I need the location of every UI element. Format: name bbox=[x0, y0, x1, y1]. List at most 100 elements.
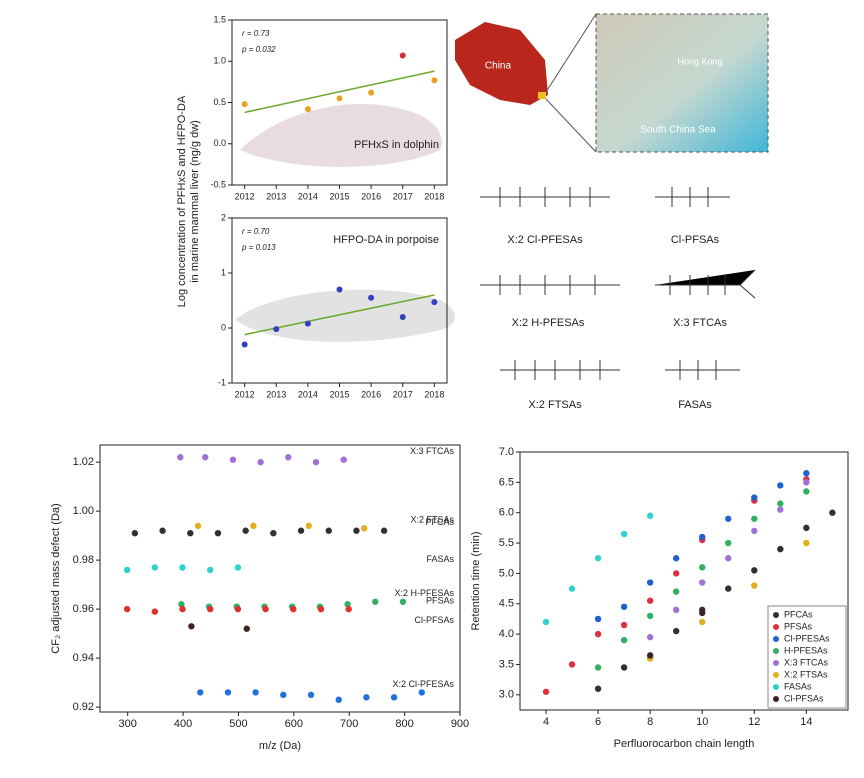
x-tick-label: 500 bbox=[229, 718, 247, 730]
point bbox=[568, 585, 576, 592]
point bbox=[777, 545, 784, 553]
point bbox=[336, 286, 343, 293]
structure-label: X:2 H-PFESAs bbox=[512, 317, 585, 329]
sea-label: South China Sea bbox=[640, 125, 716, 136]
point bbox=[594, 615, 602, 623]
legend-swatch bbox=[773, 612, 779, 618]
y-tick-label: 0 bbox=[221, 322, 226, 332]
point bbox=[646, 579, 654, 586]
x-tick-label: 10 bbox=[696, 716, 708, 728]
point bbox=[285, 454, 292, 461]
y-tick-label: 4.5 bbox=[499, 598, 514, 610]
x-tick-label: 2015 bbox=[329, 389, 349, 399]
point bbox=[262, 605, 269, 613]
y-tick-label: 0.98 bbox=[73, 554, 94, 566]
point bbox=[803, 539, 810, 547]
x-tick-label: 2014 bbox=[298, 389, 318, 399]
point bbox=[234, 564, 242, 571]
y-tick-label: 0.0 bbox=[213, 138, 226, 148]
legend-swatch bbox=[773, 696, 779, 702]
point bbox=[594, 630, 602, 638]
point bbox=[725, 539, 732, 547]
point bbox=[620, 664, 628, 671]
point bbox=[725, 585, 732, 592]
series-label: PFSAs bbox=[426, 595, 455, 605]
point bbox=[777, 482, 784, 489]
point bbox=[699, 609, 706, 617]
x-tick-label: 2018 bbox=[424, 389, 444, 399]
point bbox=[803, 470, 810, 477]
point bbox=[803, 488, 810, 495]
x-tick-label: 6 bbox=[595, 716, 601, 728]
point bbox=[229, 456, 237, 463]
point bbox=[252, 689, 259, 696]
y-tick-label: 0.92 bbox=[73, 701, 94, 713]
point bbox=[829, 509, 836, 516]
point bbox=[542, 618, 550, 626]
y-tick-label: 5.0 bbox=[499, 567, 514, 579]
point bbox=[646, 633, 654, 641]
point bbox=[699, 564, 706, 571]
point bbox=[305, 522, 312, 530]
panel-title: PFHxS in dolphin bbox=[354, 139, 439, 151]
series-label: FASAs bbox=[426, 554, 454, 564]
series-label: Cl-PFSAs bbox=[414, 615, 454, 625]
legend-label: H-PFESAs bbox=[784, 645, 828, 655]
legend-label: PFCAs bbox=[784, 609, 813, 619]
point bbox=[725, 515, 732, 522]
y-tick-label: 3.0 bbox=[499, 689, 514, 701]
point bbox=[224, 689, 232, 696]
x-tick-label: 2016 bbox=[361, 191, 381, 201]
point bbox=[335, 696, 342, 703]
china-shape bbox=[455, 22, 548, 105]
point bbox=[699, 579, 706, 586]
point bbox=[304, 106, 311, 113]
point bbox=[620, 621, 628, 629]
legend-label: FASAs bbox=[784, 681, 812, 691]
point bbox=[751, 567, 758, 574]
map-inset bbox=[595, 13, 769, 153]
x-tick-label: 2017 bbox=[393, 389, 413, 399]
point bbox=[390, 694, 398, 701]
city-label: Hong Kong bbox=[677, 56, 722, 66]
series-label: X:3 FTCAs bbox=[410, 446, 455, 456]
point bbox=[646, 612, 654, 620]
point bbox=[194, 522, 202, 530]
x-axis-label: m/z (Da) bbox=[259, 740, 301, 752]
point bbox=[568, 661, 576, 668]
point bbox=[368, 89, 375, 96]
x-tick-label: 2014 bbox=[298, 191, 318, 201]
x-axis-label: Perfluorocarbon chain length bbox=[614, 738, 755, 750]
point bbox=[179, 605, 186, 613]
point bbox=[207, 605, 214, 613]
point bbox=[777, 506, 784, 513]
point bbox=[307, 691, 315, 699]
point bbox=[620, 530, 628, 538]
point bbox=[372, 598, 379, 605]
legend-label: X:2 FTSAs bbox=[784, 669, 828, 679]
x-tick-label: 2012 bbox=[235, 191, 255, 201]
point bbox=[241, 341, 248, 348]
x-tick-label: 700 bbox=[340, 718, 358, 730]
y-tick-label: 1.02 bbox=[73, 456, 94, 468]
point bbox=[243, 625, 250, 632]
point bbox=[257, 458, 264, 466]
y-tick-label: 2 bbox=[221, 212, 226, 222]
point bbox=[353, 527, 360, 534]
x-tick-label: 2013 bbox=[266, 389, 286, 399]
x-tick-label: 2018 bbox=[424, 191, 444, 201]
point bbox=[123, 566, 131, 574]
y-tick-label: -0.5 bbox=[210, 179, 226, 189]
point bbox=[803, 479, 810, 486]
point bbox=[340, 456, 347, 463]
point bbox=[431, 299, 438, 306]
study-area bbox=[538, 92, 546, 99]
series-label: X:2 FTSAs bbox=[410, 515, 454, 525]
inset-connector bbox=[545, 13, 597, 93]
y-tick-label: -1 bbox=[218, 377, 226, 387]
point bbox=[177, 454, 184, 461]
y-tick-label: 6.5 bbox=[499, 476, 514, 488]
point bbox=[336, 95, 343, 102]
x-tick-label: 400 bbox=[174, 718, 192, 730]
